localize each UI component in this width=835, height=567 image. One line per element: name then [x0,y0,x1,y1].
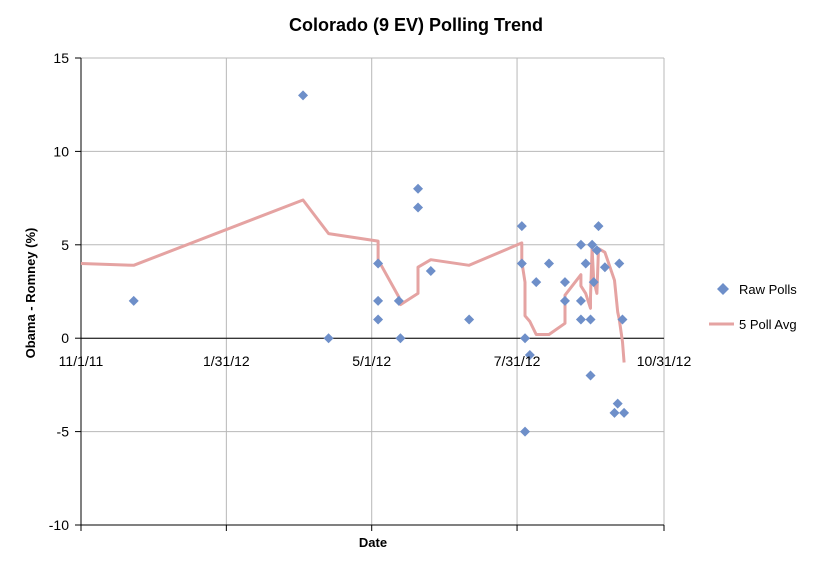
raw-poll-point [413,183,424,194]
raw-poll-point [323,333,334,344]
x-axis-label: Date [359,535,387,550]
x-tick-label: 10/31/12 [637,353,692,369]
x-tick-label: 7/31/12 [494,353,541,369]
y-axis-label: Obama - Romney (%) [23,228,38,359]
raw-poll-point [617,314,628,325]
raw-poll-point [516,258,527,269]
raw-poll-point [128,295,139,306]
raw-poll-point [609,407,620,418]
raw-poll-point [599,262,610,273]
raw-poll-point [464,314,475,325]
raw-poll-point [575,295,586,306]
raw-poll-point [585,314,596,325]
y-tick-label: 10 [53,143,69,159]
raw-poll-point [516,221,527,232]
raw-poll-point [520,426,531,437]
chart-title: Colorado (9 EV) Polling Trend [289,15,543,35]
raw-poll-point [619,407,630,418]
raw-poll-point [373,295,384,306]
raw-poll-point [543,258,554,269]
y-tick-label: -10 [49,517,69,533]
raw-poll-point [559,295,570,306]
raw-poll-point [531,277,542,288]
y-tick-label: 0 [61,330,69,346]
raw-poll-point [575,239,586,250]
raw-poll-point [559,277,570,288]
raw-poll-markers [128,90,630,437]
raw-poll-point [524,350,535,361]
x-tick-label: 11/1/11 [59,353,104,369]
legend-raw-polls-marker [717,283,729,295]
raw-poll-point [425,265,436,276]
tick-labels: 15 10 5 0 -5 -10 11/1/11 1/31/12 5/1/12 7/31/12 10… [49,50,692,533]
legend-avg-label: 5 Poll Avg [739,317,797,332]
y-tick-label: -5 [57,424,70,440]
raw-poll-point [612,398,623,409]
raw-poll-point [395,333,406,344]
legend-raw-polls-label: Raw Polls [739,282,797,297]
legend: Raw Polls 5 Poll Avg [709,282,797,332]
y-tick-label: 5 [61,237,69,253]
raw-poll-point [593,221,604,232]
raw-poll-point [591,245,602,256]
raw-poll-point [520,333,531,344]
x-tick-label: 5/1/12 [352,353,391,369]
axes [75,57,665,531]
raw-poll-point [588,277,599,288]
x-tick-label: 1/31/12 [203,353,250,369]
raw-poll-point [614,258,625,269]
raw-poll-point [580,258,591,269]
raw-poll-point [413,202,424,213]
raw-poll-point [587,239,598,250]
raw-poll-point [585,370,596,381]
raw-poll-point [575,314,586,325]
raw-poll-point [393,295,404,306]
raw-poll-point [373,258,384,269]
y-tick-label: 15 [53,50,69,66]
raw-poll-point [373,314,384,325]
raw-poll-point [298,90,309,101]
